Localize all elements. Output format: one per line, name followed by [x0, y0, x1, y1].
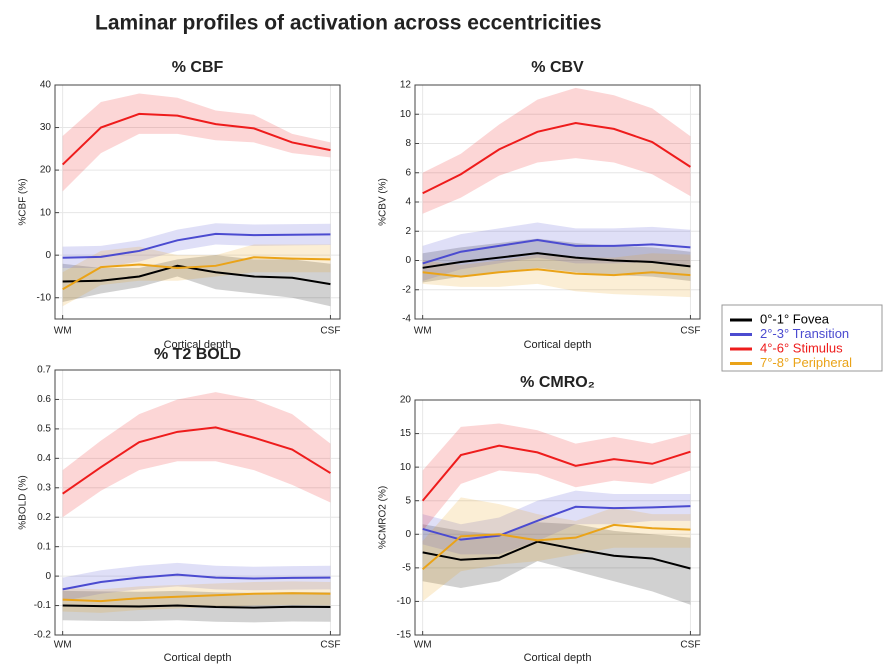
line — [62, 592, 331, 603]
error-band — [62, 392, 331, 518]
x-axis-label: Cortical depth — [524, 339, 592, 351]
y-tick-label: -5 — [402, 562, 411, 573]
plot-area — [415, 400, 700, 635]
x-axis-label: Cortical depth — [164, 339, 232, 351]
y-tick-label: 20 — [40, 165, 52, 176]
legend-label: 2°-3° Transition — [760, 326, 849, 341]
error-band — [422, 522, 691, 605]
line — [62, 426, 331, 495]
error-band — [62, 244, 331, 307]
y-tick-label: 0 — [45, 250, 51, 261]
y-tick-label: 30 — [40, 122, 52, 133]
y-tick-label: 12 — [400, 80, 412, 91]
y-tick-label: 0.4 — [37, 453, 51, 464]
line — [422, 122, 691, 195]
line — [62, 256, 331, 291]
y-tick-label: 10 — [40, 207, 52, 218]
y-axis-label: %CMRO2 (%) — [378, 486, 389, 549]
y-tick-label: 15 — [400, 428, 412, 439]
y-tick-label: 40 — [40, 80, 52, 91]
y-tick-label: 0 — [405, 529, 411, 540]
line — [421, 444, 691, 502]
line — [62, 264, 331, 286]
x-tick-label: WM — [414, 326, 432, 337]
x-tick-label: WM — [414, 640, 432, 651]
error-band — [422, 423, 691, 531]
legend-label: 0°-1° Fovea — [760, 311, 830, 326]
chart-title: % CBV — [531, 59, 584, 76]
y-tick-label: 0.3 — [37, 482, 51, 493]
x-tick-label: WM — [54, 640, 72, 651]
plot-frame — [414, 84, 701, 320]
error-band — [62, 562, 331, 602]
line — [422, 239, 691, 265]
line — [421, 523, 691, 570]
line — [422, 268, 691, 278]
y-tick-label: 0 — [45, 571, 51, 582]
y-tick-label: 2 — [405, 226, 411, 237]
error-band — [422, 253, 691, 298]
y-tick-label: 4 — [405, 197, 411, 208]
chart-title: % CMRO₂ — [520, 374, 595, 391]
y-tick-label: -15 — [397, 630, 412, 641]
legend-label: 7°-8° Peripheral — [760, 355, 852, 370]
plot-area — [55, 370, 340, 635]
x-tick-label: CSF — [680, 326, 700, 337]
line — [422, 252, 691, 269]
legend-box — [721, 304, 883, 372]
y-tick-label: 0.5 — [37, 424, 51, 435]
x-tick-label: CSF — [680, 640, 700, 651]
line — [422, 505, 691, 541]
x-tick-label: CSF — [320, 640, 340, 651]
error-band — [62, 581, 331, 613]
error-band — [422, 222, 691, 281]
x-tick-label: WM — [54, 326, 72, 337]
error-band — [422, 490, 691, 555]
y-axis-label: %BOLD (%) — [18, 475, 29, 529]
y-axis-label: %CBV (%) — [378, 178, 389, 226]
y-tick-label: 10 — [400, 462, 412, 473]
y-tick-label: 0.6 — [37, 394, 51, 405]
line — [62, 604, 331, 609]
y-tick-label: 5 — [405, 495, 411, 506]
error-band — [62, 255, 331, 307]
y-tick-label: -4 — [402, 314, 411, 325]
y-tick-label: 0 — [405, 255, 411, 266]
error-band — [422, 238, 691, 283]
y-tick-label: 8 — [405, 138, 411, 149]
y-tick-label: -10 — [397, 596, 412, 607]
y-tick-label: -2 — [402, 284, 411, 295]
line — [422, 540, 691, 570]
plot-frame — [54, 369, 341, 636]
error-band — [422, 87, 691, 214]
y-tick-label: 0.2 — [37, 512, 51, 523]
y-tick-label: 6 — [405, 167, 411, 178]
y-tick-label: -0.1 — [34, 600, 52, 611]
y-tick-label: -10 — [37, 292, 52, 303]
y-tick-label: 20 — [400, 395, 412, 406]
y-tick-label: 0.1 — [37, 541, 51, 552]
chart-title: % CBF — [172, 59, 224, 76]
figure-title: Laminar profiles of activation across ec… — [95, 12, 602, 35]
x-axis-label: Cortical depth — [524, 652, 592, 664]
legend-label: 4°-6° Stimulus — [760, 340, 843, 355]
y-tick-label: -0.2 — [34, 630, 52, 641]
line — [62, 573, 331, 591]
plot-frame — [414, 399, 701, 636]
y-tick-label: 10 — [400, 109, 412, 120]
error-band — [422, 497, 691, 602]
y-tick-label: 0.7 — [37, 365, 51, 376]
line — [61, 112, 331, 166]
y-axis-label: %CBF (%) — [18, 178, 29, 225]
x-tick-label: CSF — [320, 326, 340, 337]
plot-frame — [54, 84, 341, 320]
line — [62, 232, 331, 259]
chart-title: % T2 BOLD — [154, 346, 241, 363]
x-axis-label: Cortical depth — [164, 652, 232, 664]
